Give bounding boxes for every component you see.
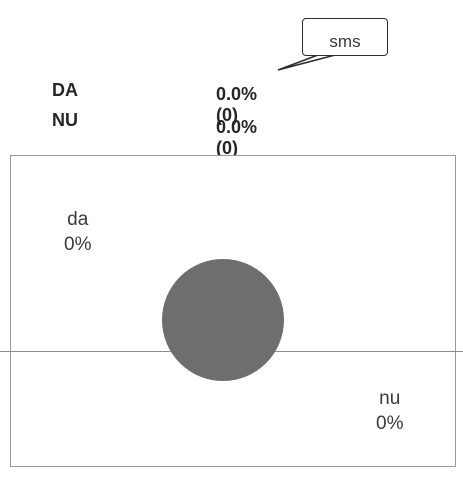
callout-text: sms xyxy=(329,32,361,51)
callout-bubble: sms xyxy=(302,18,388,56)
result-label-da: DA xyxy=(52,80,78,100)
result-value-nu: 0.0% (0) xyxy=(216,117,258,158)
result-label-nu: NU xyxy=(52,110,78,130)
slice-label-da-name: da xyxy=(67,209,89,230)
pie-slice-empty xyxy=(162,259,284,381)
slice-label-nu: nu 0% xyxy=(376,386,403,436)
slice-label-nu-percent: 0% xyxy=(376,413,404,434)
slice-label-da-percent: 0% xyxy=(64,234,92,255)
slice-label-nu-name: nu xyxy=(379,388,401,409)
result-value-da: 0.0% (0) xyxy=(216,84,258,125)
slice-label-da: da 0% xyxy=(64,207,91,257)
